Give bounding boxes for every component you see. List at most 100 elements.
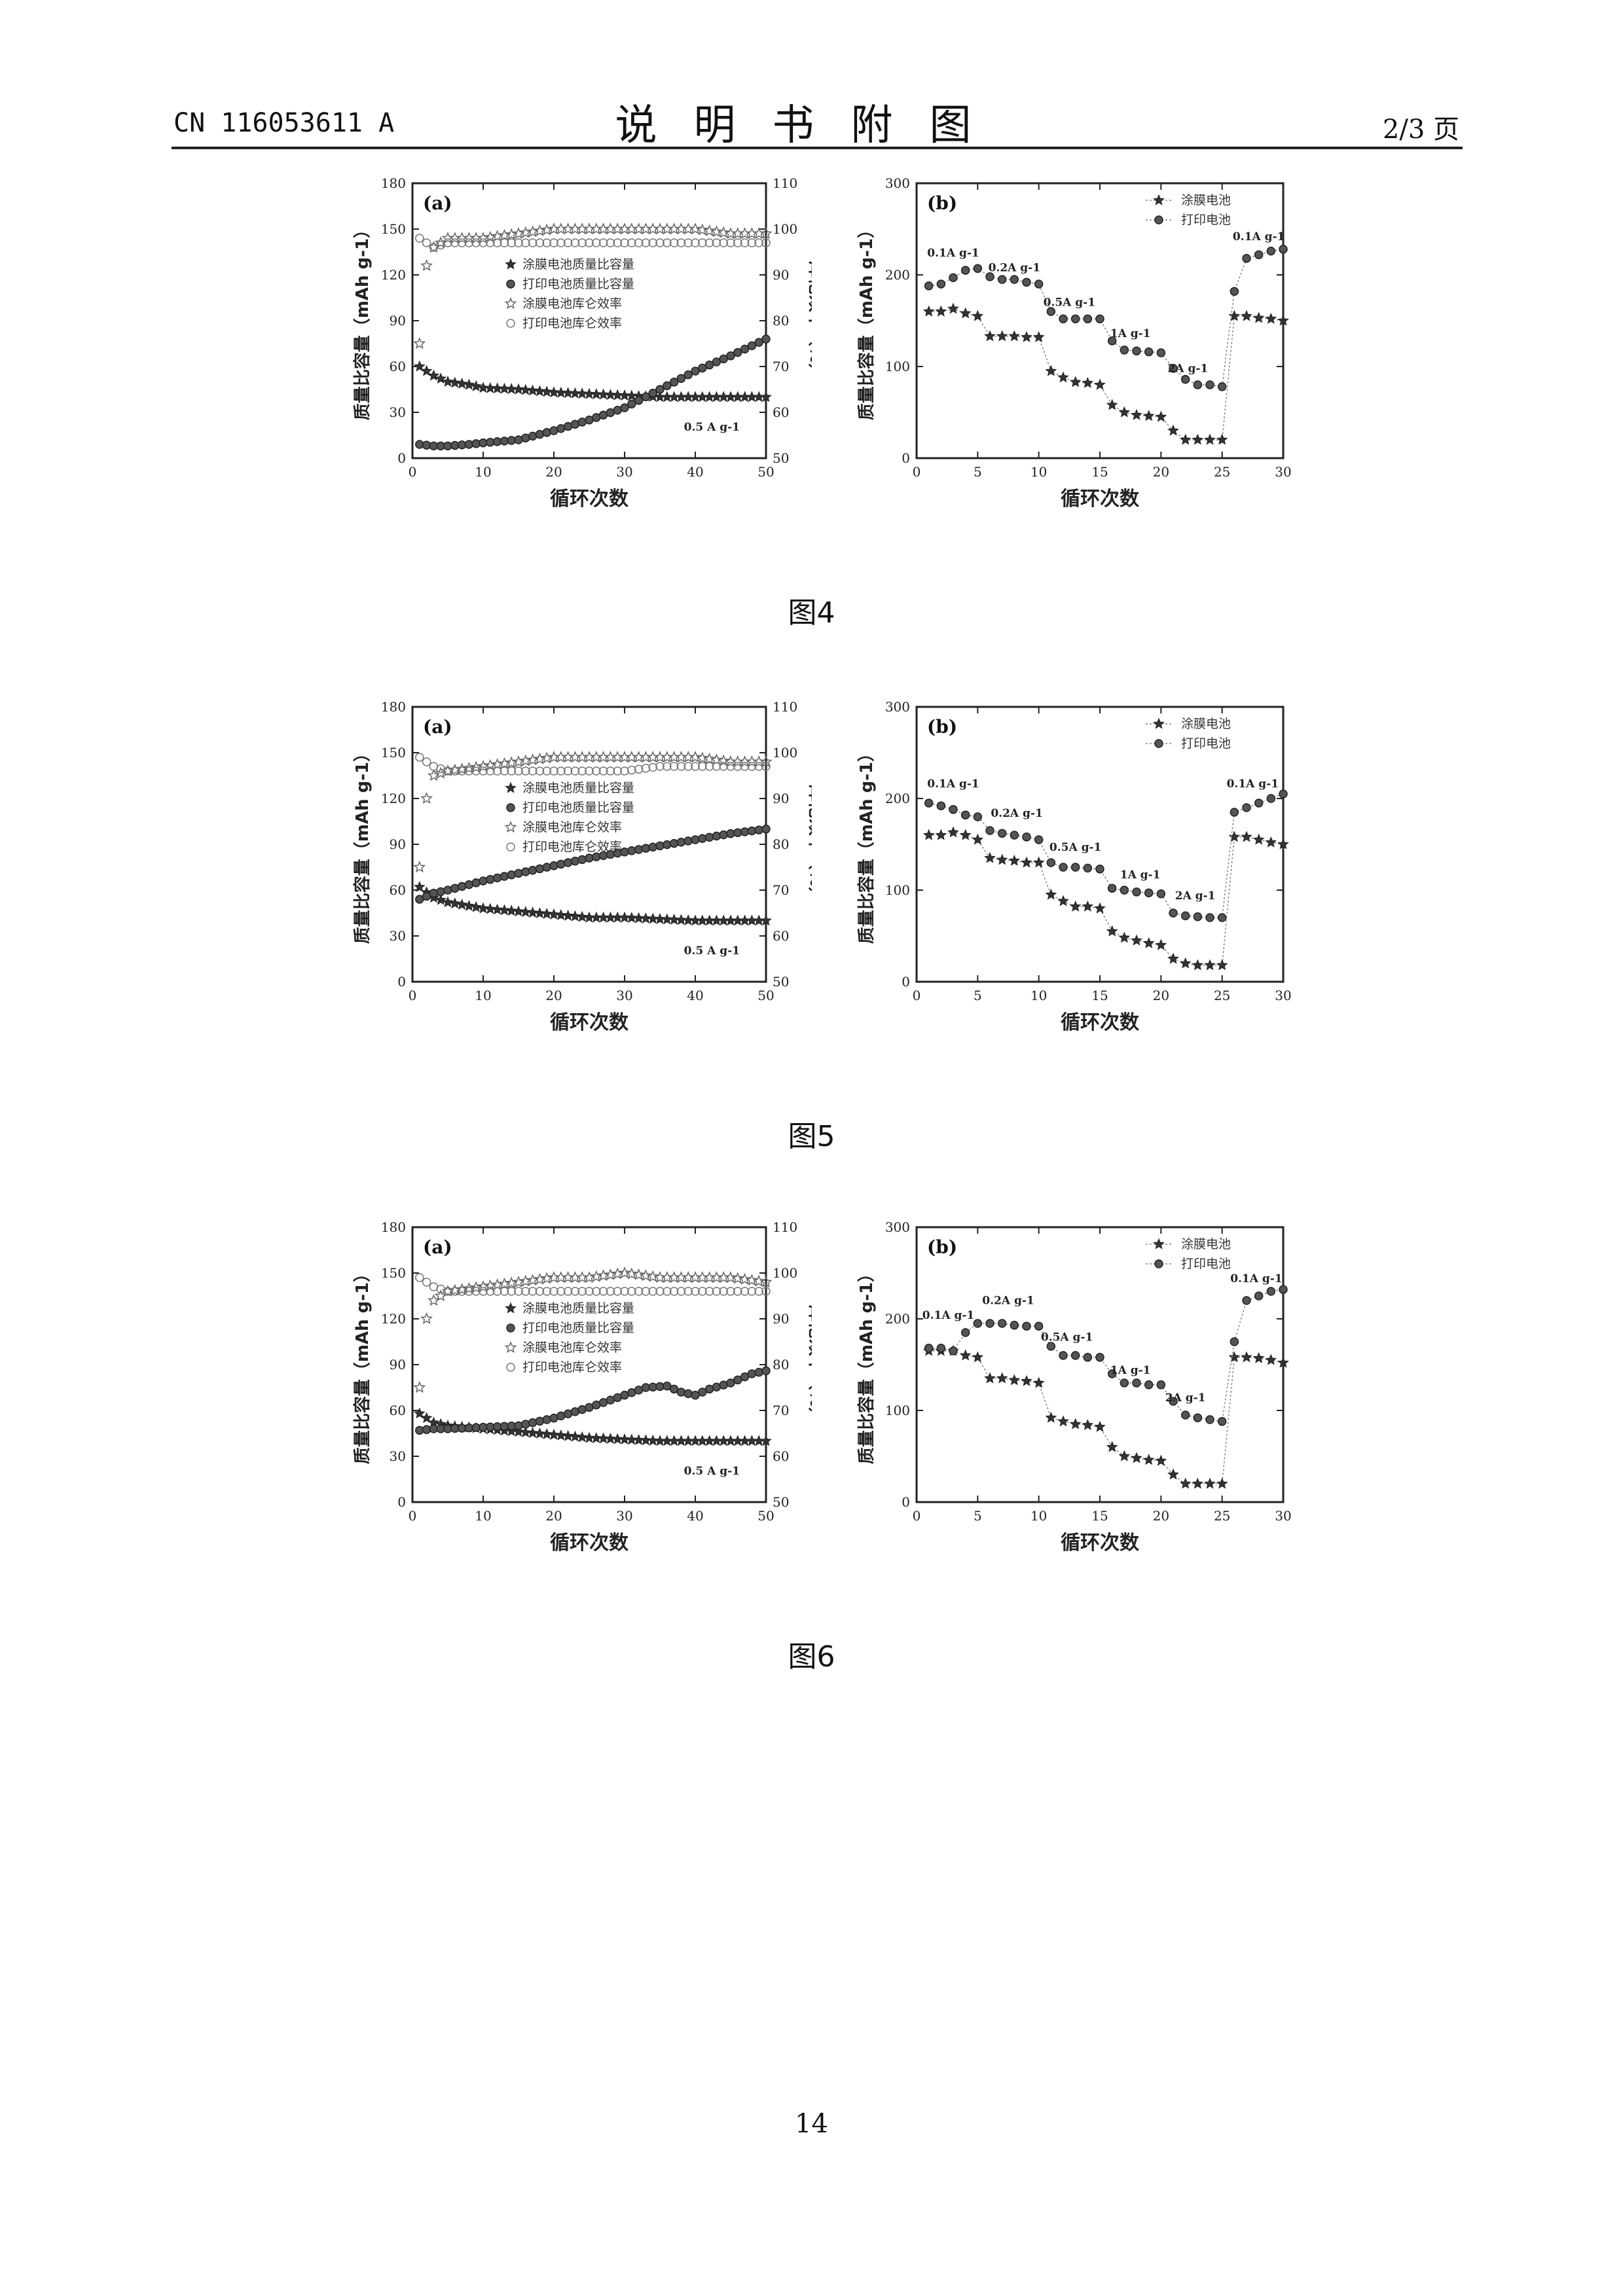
current-density-annotation: 0.5 A g-1	[684, 421, 740, 434]
data-point	[456, 378, 468, 389]
data-point	[1242, 803, 1251, 812]
data-point	[548, 1428, 560, 1440]
legend-label: 涂膜电池库仑效率	[522, 820, 622, 834]
data-point	[648, 762, 657, 772]
data-point	[684, 238, 693, 247]
data-point	[420, 1312, 433, 1325]
data-point	[1057, 895, 1069, 906]
y2-tick-label: 60	[773, 928, 789, 944]
data-point	[613, 1287, 622, 1296]
data-point	[1144, 888, 1154, 897]
data-point	[505, 1276, 518, 1289]
data-point	[1082, 1419, 1094, 1430]
data-point	[604, 1268, 617, 1280]
data-point	[450, 238, 460, 247]
data-point	[1279, 789, 1288, 798]
rate-label: 0.2A g-1	[982, 1295, 1034, 1308]
data-point	[1252, 1352, 1265, 1363]
data-point	[1057, 1415, 1069, 1427]
legend-marker	[1154, 215, 1163, 224]
data-point	[1204, 433, 1216, 445]
series-line	[928, 1350, 1284, 1484]
data-point	[634, 396, 644, 405]
y2-tick-label: 100	[773, 745, 797, 761]
data-point	[641, 238, 651, 247]
data-point	[535, 1287, 545, 1296]
x-tick-label: 30	[616, 1508, 632, 1524]
data-point	[1010, 275, 1019, 284]
data-point	[1230, 1337, 1239, 1346]
data-point	[634, 238, 644, 247]
x-tick-label: 15	[1091, 1508, 1108, 1524]
data-point	[1083, 1353, 1093, 1362]
series-line	[928, 308, 1284, 440]
data-point	[463, 378, 475, 390]
rate-label: 1A g-1	[1110, 327, 1151, 340]
data-point	[1132, 346, 1141, 355]
data-point	[747, 1287, 757, 1296]
data-point	[1069, 376, 1082, 387]
y-tick-label: 100	[885, 359, 910, 374]
data-point	[528, 766, 538, 776]
data-point	[500, 1287, 509, 1296]
y-tick-label: 0	[397, 1494, 406, 1510]
figure-5-caption: 图5	[788, 1120, 835, 1153]
y-tick-label: 0	[902, 1494, 910, 1510]
section-title: 说明书附图	[615, 101, 1008, 150]
data-point	[719, 830, 728, 840]
data-point	[634, 764, 644, 774]
data-point	[479, 238, 488, 247]
data-point	[521, 1420, 530, 1429]
data-point	[592, 1287, 601, 1296]
x-tick-label: 20	[545, 1508, 562, 1524]
data-point	[1193, 380, 1203, 389]
rate-label: 2A g-1	[1165, 1391, 1206, 1405]
data-point	[1069, 1418, 1082, 1429]
y2-tick-label: 110	[773, 1219, 797, 1235]
rate-label: 0.1A g-1	[927, 778, 979, 791]
y-tick-label: 30	[390, 928, 406, 944]
data-point	[747, 1369, 757, 1378]
x-tick-label: 30	[1275, 988, 1291, 1003]
data-point	[1228, 310, 1241, 321]
data-point	[512, 755, 525, 768]
data-point	[1022, 278, 1031, 287]
data-point	[1228, 1351, 1241, 1363]
data-point	[627, 765, 636, 775]
data-point	[1265, 312, 1277, 324]
legend-marker	[1154, 1259, 1163, 1268]
y-tick-label: 90	[390, 313, 406, 329]
x-tick-label: 25	[1214, 464, 1230, 480]
data-point	[443, 766, 452, 776]
data-point	[570, 238, 580, 247]
x-tick-label: 5	[974, 988, 982, 1003]
data-point	[413, 861, 426, 873]
legend-marker	[1154, 739, 1163, 748]
data-point	[507, 870, 516, 880]
data-point	[540, 1272, 553, 1284]
data-point	[960, 810, 970, 819]
data-point	[719, 238, 728, 247]
data-point	[470, 901, 483, 912]
data-point	[521, 867, 530, 876]
data-point	[935, 829, 947, 840]
data-point	[752, 1274, 765, 1287]
data-point	[620, 403, 629, 412]
y-tick-label: 200	[885, 267, 910, 283]
data-point	[691, 835, 700, 844]
data-point	[420, 792, 433, 804]
data-point	[1266, 1287, 1276, 1296]
x-tick-label: 0	[913, 988, 921, 1003]
data-point	[984, 852, 996, 863]
data-point	[1082, 376, 1094, 388]
data-point	[1155, 410, 1167, 422]
data-point	[761, 334, 771, 344]
data-point	[562, 1429, 574, 1441]
data-point	[1156, 889, 1166, 899]
data-point	[606, 238, 615, 247]
data-point	[949, 273, 958, 282]
data-point	[691, 762, 700, 771]
data-point	[556, 238, 566, 247]
data-point	[526, 225, 539, 238]
